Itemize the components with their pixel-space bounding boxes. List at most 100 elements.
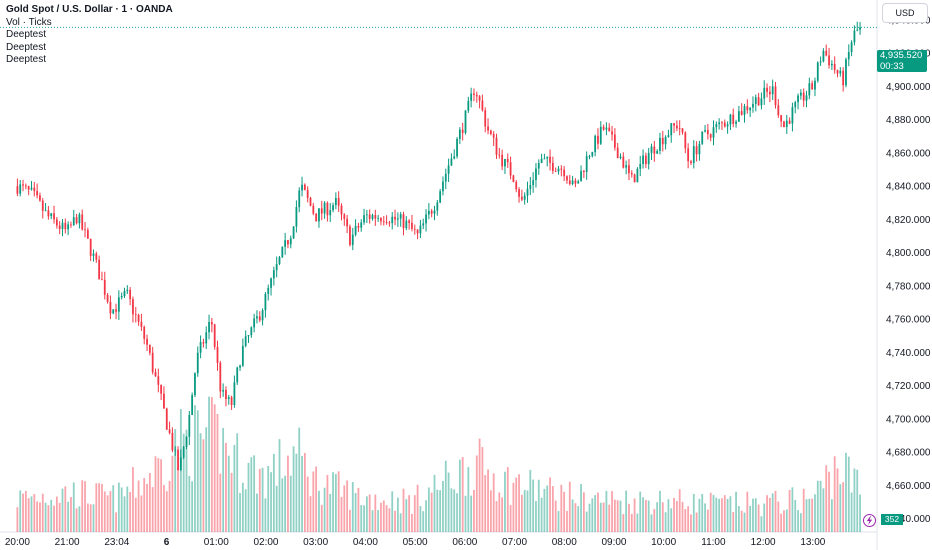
volume-bar <box>194 405 196 532</box>
volume-bar <box>98 483 101 532</box>
volume-bar <box>22 493 24 532</box>
candle-body <box>89 238 92 256</box>
volume-bar <box>253 455 256 532</box>
candle-body <box>780 115 783 122</box>
volume-bar <box>546 485 549 532</box>
volume-bar <box>241 482 244 532</box>
price-tick-label: 4,820.000 <box>886 215 931 226</box>
volume-bar <box>188 475 191 532</box>
candle-body <box>140 321 143 327</box>
volume-bar <box>64 486 67 532</box>
candle-body <box>272 270 275 279</box>
candle-body <box>267 287 270 294</box>
time-axis[interactable]: 20:00 21:00 23:04 6 01:00 02:00 03:00 04:00 05:0… <box>5 537 826 548</box>
volume-bar <box>385 505 388 532</box>
volume-indicator-label[interactable]: Vol · Ticks <box>6 16 52 28</box>
candle-body <box>743 106 746 115</box>
currency-button[interactable]: USD <box>882 3 928 23</box>
candle-body <box>777 105 780 116</box>
volume-bar <box>427 487 430 532</box>
symbol-title[interactable]: Gold Spot / U.S. Dollar · 1 · OANDA <box>6 4 173 15</box>
candle-body <box>365 214 368 216</box>
indicator-label-1[interactable]: Deeptest <box>6 29 47 40</box>
volume-bar <box>653 509 656 532</box>
volume-bar <box>518 474 520 532</box>
volume-bar <box>825 465 828 532</box>
candle-body <box>636 168 639 183</box>
volume-bar <box>847 456 850 532</box>
volume-bar <box>814 494 816 532</box>
candle-body <box>377 217 380 219</box>
volume-bar <box>504 471 506 532</box>
candle-body <box>374 215 377 219</box>
time-tick-label: 6 <box>164 537 170 548</box>
volume-bar <box>30 496 33 532</box>
volume-bar <box>272 453 275 532</box>
candle-body <box>146 338 148 345</box>
volume-bar <box>405 499 408 532</box>
price-axis[interactable]: 4,640.000 4,660.000 4,680.000 4,700.000 4,72… <box>886 15 931 525</box>
candle-body <box>30 187 33 190</box>
candle-body <box>55 219 58 226</box>
candle-body <box>179 457 182 470</box>
candle-body <box>196 352 199 374</box>
candle-body <box>236 367 239 383</box>
candle-body <box>839 70 842 74</box>
volume-bar <box>419 506 422 532</box>
candle-body <box>106 294 109 302</box>
volume-bar <box>239 493 241 532</box>
volume-bar <box>729 496 732 532</box>
candle-body <box>411 222 413 229</box>
candle-body <box>506 159 509 163</box>
candle-body <box>746 106 749 111</box>
candle-body <box>275 264 278 271</box>
volume-bar <box>275 485 278 532</box>
candle-body <box>698 143 701 155</box>
candle-body <box>709 134 712 138</box>
candle-body <box>661 137 664 145</box>
volume-bar <box>639 491 642 532</box>
volume-bar <box>137 480 140 532</box>
volume-bar <box>673 497 675 532</box>
volume-bar <box>670 508 673 532</box>
candle-body <box>771 86 774 95</box>
indicator-label-3[interactable]: Deeptest <box>6 54 47 65</box>
volume-bar <box>656 502 659 532</box>
volume-bar <box>67 501 70 532</box>
candle-body <box>642 155 644 164</box>
volume-bar <box>625 490 628 532</box>
candle-body <box>678 128 681 130</box>
candle-body <box>171 432 174 451</box>
volume-bar <box>123 496 126 532</box>
volume-bar <box>489 490 492 532</box>
candle-body <box>608 127 611 132</box>
indicator-label-2[interactable]: Deeptest <box>6 41 47 53</box>
candle-body <box>602 126 605 130</box>
volume-bar <box>380 502 382 532</box>
candle-body <box>19 184 22 194</box>
volume-bar <box>704 503 706 532</box>
candle-body <box>489 130 492 134</box>
candle-body <box>284 240 287 247</box>
volume-bar <box>250 457 253 532</box>
candle-body <box>582 170 585 173</box>
volume-bar <box>436 489 439 532</box>
candle-body <box>473 93 475 95</box>
volume-bar <box>258 468 261 532</box>
volume-bar <box>678 489 681 532</box>
volume-bar <box>447 472 450 532</box>
volume-bar <box>264 498 267 532</box>
candle-body <box>788 120 791 124</box>
volume-bar <box>50 499 53 532</box>
candle-body <box>450 158 453 166</box>
candle-body <box>92 253 95 256</box>
candle-body <box>208 322 210 333</box>
candle-body <box>453 156 456 159</box>
time-tick-label: 13:00 <box>800 537 825 548</box>
candle-body <box>560 168 563 170</box>
candle-body <box>143 326 146 339</box>
candle-body <box>554 170 557 172</box>
candle-body <box>619 156 622 159</box>
lightning-icon[interactable] <box>863 514 876 527</box>
